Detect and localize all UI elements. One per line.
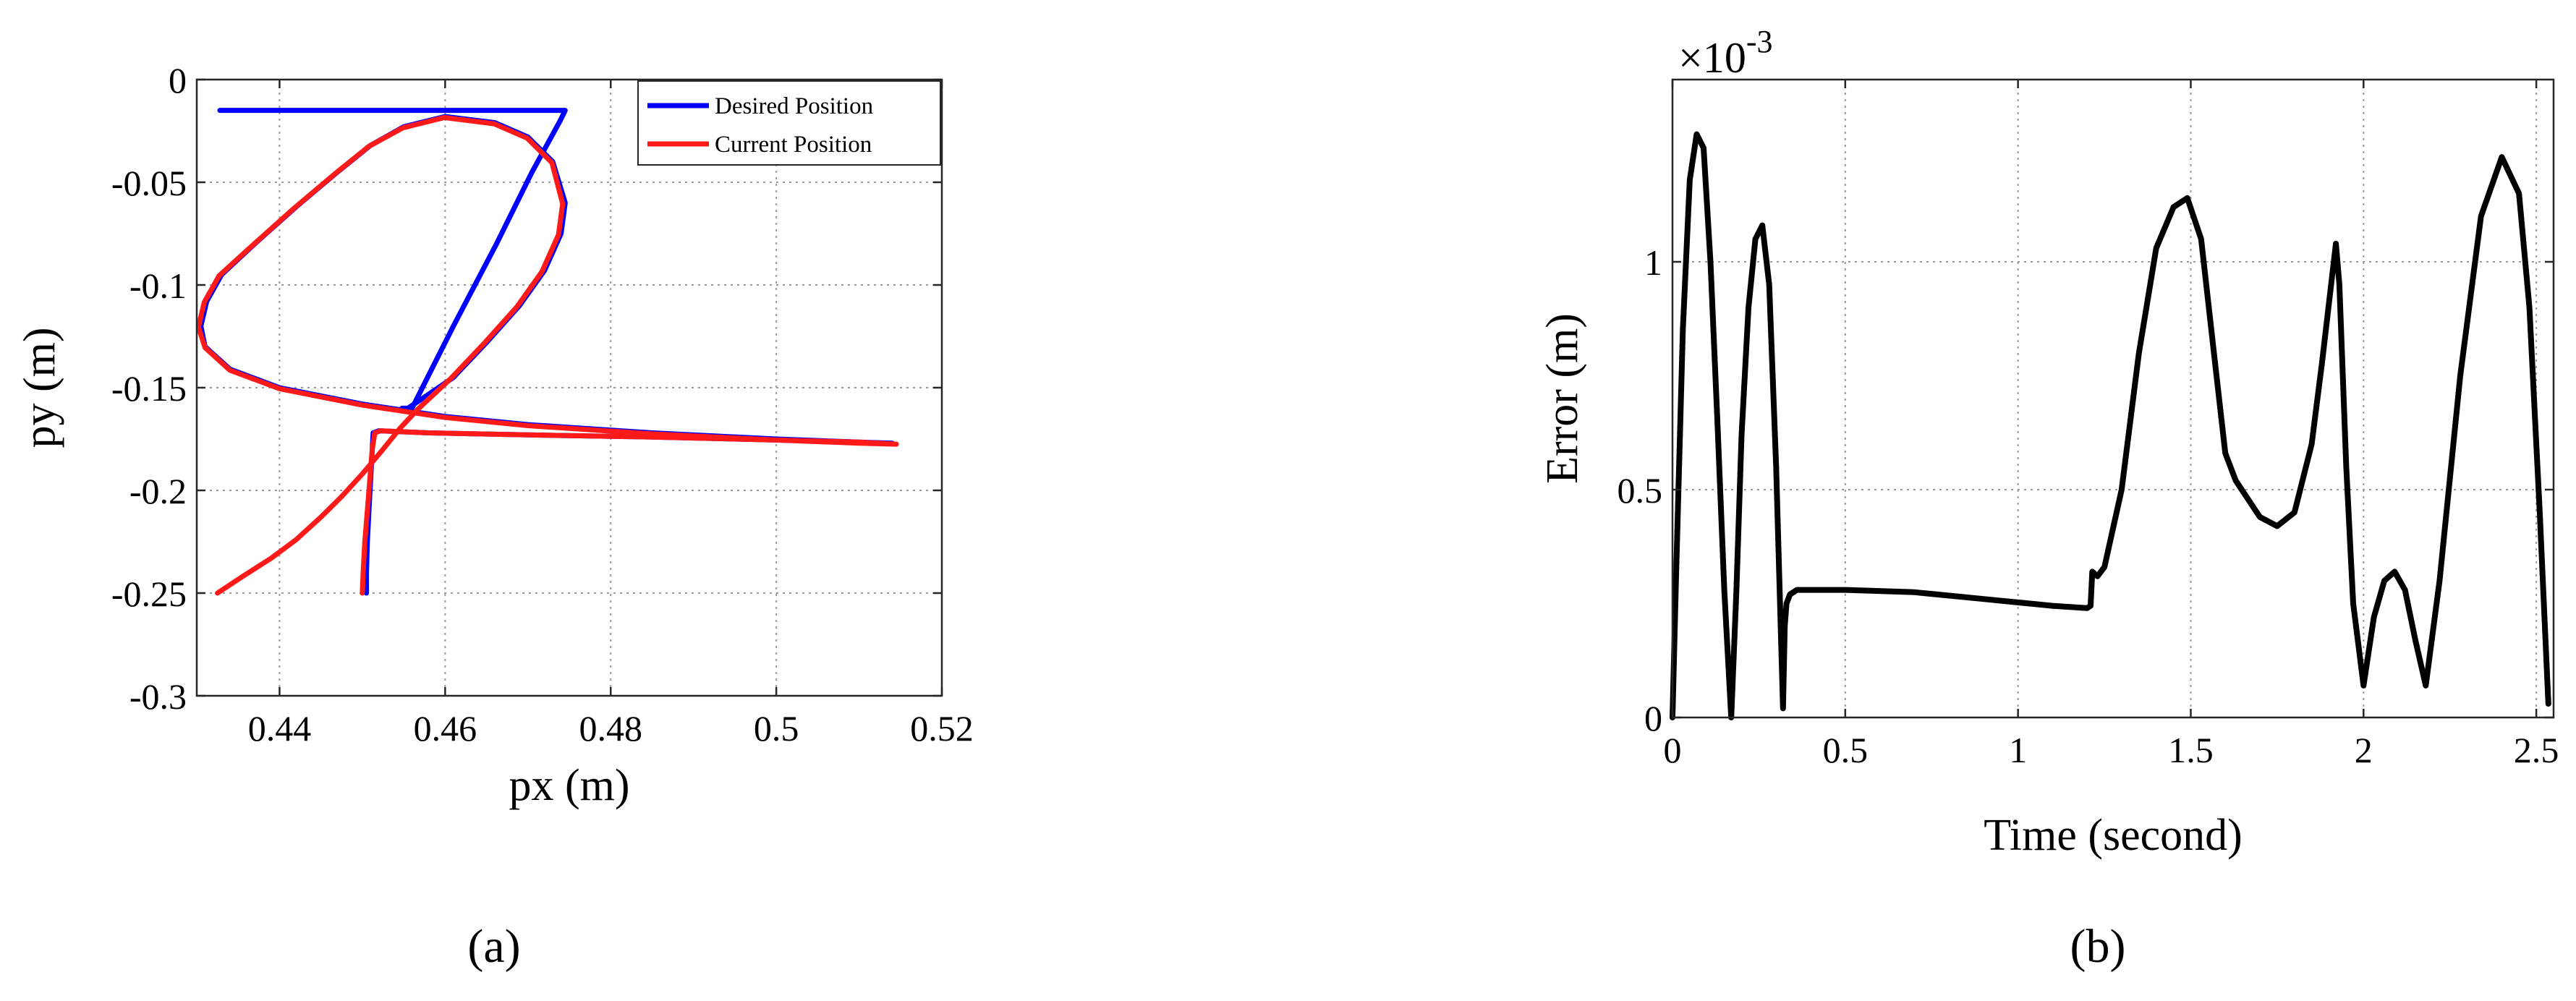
trajectory-y-tick-label: -0.05 (111, 163, 187, 203)
trajectory-legend: Desired Position Current Position (637, 80, 941, 166)
error-x-tick-label: 1 (2009, 730, 2027, 770)
error-y-tick-label: 0 (1644, 698, 1662, 738)
error-grid (1672, 80, 2554, 718)
trajectory-ticks: 0.44 0.46 0.48 0.5 0.52 0 -0.05 -0.1 -0.15 -0.2 -0… (111, 60, 974, 749)
trajectory-y-axis-label: py (m) (15, 327, 64, 448)
legend-label-desired: Desired Position (715, 93, 873, 119)
legend-label-current: Current Position (715, 132, 872, 158)
y-multiplier-base: ×10 (1678, 34, 1746, 82)
trajectory-x-axis-label: px (m) (509, 761, 629, 810)
trajectory-y-tick-label: 0 (169, 60, 187, 101)
error-x-tick-label: 0.5 (1823, 730, 1869, 770)
error-ticks: 0 0.5 1 1.5 2 2.5 0 0.5 1 (1618, 80, 2559, 770)
error-x-tick-label: 0 (1664, 730, 1682, 770)
error-series-line-0 (1670, 131, 2551, 720)
trajectory-y-tick-label: -0.1 (129, 265, 187, 306)
error-x-tick-label: 2 (2355, 730, 2373, 770)
y-multiplier-exponent: -3 (1746, 24, 1773, 59)
trajectory-series-line-0 (198, 108, 895, 596)
error-plot-frame (1671, 78, 2555, 719)
error-chart: 0 0.5 1 1.5 2 2.5 0 0.5 1 Time (second) Error (m… (1538, 24, 2559, 973)
error-series (1670, 131, 2551, 720)
y-multiplier: ×10-3 (1678, 24, 1773, 82)
trajectory-series-line-1 (195, 115, 899, 596)
trajectory-y-tick-label: -0.15 (111, 368, 187, 409)
error-y-tick-label: 1 (1644, 242, 1662, 283)
legend-box (637, 80, 941, 166)
trajectory-x-tick-label: 0.5 (754, 708, 799, 749)
trajectory-y-tick-label: -0.2 (129, 471, 187, 511)
error-x-tick-label: 2.5 (2514, 730, 2559, 770)
trajectory-series (195, 108, 899, 596)
trajectory-y-tick-label: -0.25 (111, 574, 187, 614)
trajectory-x-tick-label: 0.52 (910, 708, 974, 749)
error-y-tick-label: 0.5 (1618, 470, 1663, 511)
panel-b-caption: (b) (2070, 920, 2126, 973)
trajectory-y-tick-label: -0.3 (129, 676, 187, 717)
error-x-axis-label: Time (second) (1984, 811, 2243, 860)
trajectory-chart: 0.44 0.46 0.48 0.5 0.52 0 -0.05 -0.1 -0.15 -0.2 -0… (15, 60, 974, 973)
trajectory-x-tick-label: 0.48 (579, 708, 642, 749)
trajectory-grid (197, 79, 943, 697)
panel-a-caption: (a) (467, 920, 520, 973)
error-y-axis-label: Error (m) (1538, 313, 1587, 484)
trajectory-x-tick-label: 0.44 (248, 708, 312, 749)
trajectory-x-tick-label: 0.46 (414, 708, 477, 749)
error-x-tick-label: 1.5 (2168, 730, 2214, 770)
